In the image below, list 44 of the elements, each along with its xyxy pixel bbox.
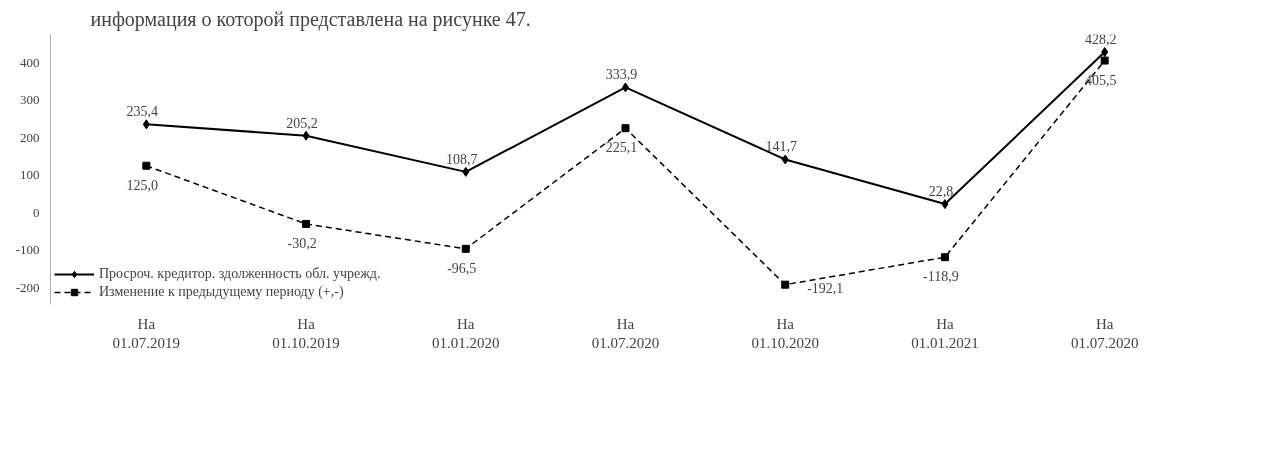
- point: [1100, 56, 1109, 65]
- data-label: 108,7: [446, 151, 478, 167]
- point: [781, 280, 790, 289]
- x-tick-label: На 01.01.2020: [432, 315, 500, 351]
- y-tick-label: 300: [20, 92, 40, 108]
- x-tick-label: На 01.07.2020: [591, 315, 660, 351]
- point: [461, 244, 470, 253]
- x-tick-label: На 01.01.2021: [911, 315, 979, 351]
- point: [1101, 47, 1109, 58]
- x-tick-label: На 01.07.2020: [1070, 315, 1139, 351]
- point: [302, 130, 310, 141]
- data-label: 235,4: [126, 104, 159, 120]
- x-tick-label: На 01.07.2019: [112, 315, 181, 351]
- y-tick-label: 0: [33, 204, 40, 220]
- y-tick-label: 200: [20, 129, 40, 145]
- legend-label: Просроч. кредитор. здолженность обл. учрежд.: [99, 266, 381, 282]
- data-label: 205,2: [286, 115, 318, 131]
- data-label: 428,2: [1084, 32, 1117, 48]
- x-tick-label: На 01.10.2020: [751, 315, 819, 351]
- data-label: 125,0: [126, 177, 159, 193]
- data-label: 22,8: [928, 184, 954, 200]
- y-tick-label: 400: [20, 54, 40, 70]
- x-tick-label: На 01.10.2019: [272, 315, 340, 351]
- y-tick-label: -200: [15, 279, 40, 295]
- text: информация о которой представлена на рисунке 47.: [90, 7, 531, 31]
- point: [142, 119, 150, 130]
- data-label: -96,5: [447, 260, 477, 276]
- point: [621, 124, 630, 133]
- point: [142, 161, 151, 170]
- point: [941, 199, 949, 210]
- point: [940, 253, 949, 262]
- legend-label: Изменение к предыдущему периоду (+,-): [99, 284, 344, 300]
- y-tick-label: 100: [20, 167, 40, 183]
- point: [781, 154, 789, 165]
- data-label: -30,2: [287, 235, 317, 251]
- data-label: 141,7: [765, 139, 797, 155]
- data-label: -118,9: [923, 269, 959, 285]
- data-label: 333,9: [605, 67, 638, 83]
- point: [302, 219, 311, 228]
- data-label: -192,1: [807, 280, 844, 296]
- y-tick-label: -100: [15, 242, 40, 258]
- data-label: 405,5: [1084, 72, 1117, 88]
- data-label: 225,1: [605, 140, 638, 156]
- point: [462, 166, 470, 177]
